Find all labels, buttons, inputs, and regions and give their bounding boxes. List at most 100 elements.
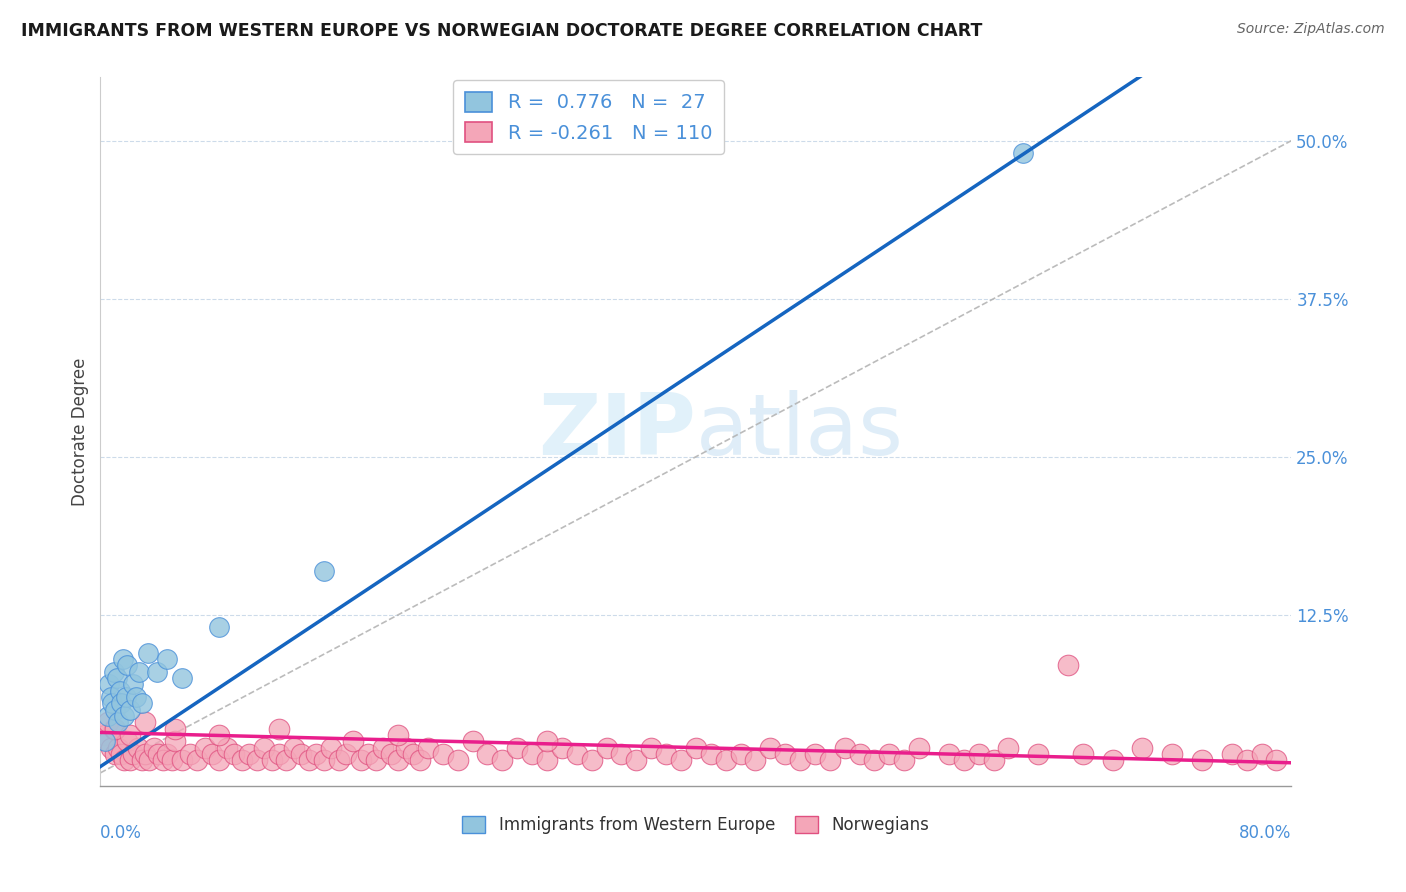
Point <box>136 646 159 660</box>
Point <box>335 747 357 761</box>
Point <box>536 753 558 767</box>
Point <box>104 722 127 736</box>
Point <box>610 747 633 761</box>
Point <box>446 753 468 767</box>
Text: ZIP: ZIP <box>538 390 696 473</box>
Point <box>908 740 931 755</box>
Point <box>953 753 976 767</box>
Point <box>94 734 117 748</box>
Point <box>1265 753 1288 767</box>
Point <box>626 753 648 767</box>
Point <box>699 747 721 761</box>
Point <box>160 753 183 767</box>
Point <box>122 747 145 761</box>
Point <box>714 753 737 767</box>
Point <box>967 747 990 761</box>
Point <box>215 740 238 755</box>
Point <box>138 753 160 767</box>
Point <box>387 728 409 742</box>
Point <box>146 665 169 679</box>
Point <box>402 747 425 761</box>
Point <box>208 620 231 634</box>
Point <box>172 671 194 685</box>
Point <box>120 753 142 767</box>
Point <box>134 715 156 730</box>
Point <box>253 740 276 755</box>
Point <box>848 747 870 761</box>
Point <box>131 753 153 767</box>
Point <box>201 747 224 761</box>
Point <box>224 747 246 761</box>
Point <box>290 747 312 761</box>
Point <box>491 753 513 767</box>
Point <box>120 703 142 717</box>
Point <box>115 658 138 673</box>
Point <box>730 747 752 761</box>
Point <box>387 753 409 767</box>
Point <box>997 740 1019 755</box>
Point <box>1071 747 1094 761</box>
Point <box>1161 747 1184 761</box>
Point <box>128 665 150 679</box>
Point <box>100 690 122 704</box>
Point <box>208 753 231 767</box>
Point <box>105 671 128 685</box>
Point <box>156 652 179 666</box>
Point <box>1132 740 1154 755</box>
Point <box>520 747 543 761</box>
Point <box>373 740 395 755</box>
Point <box>477 747 499 761</box>
Legend: Immigrants from Western Europe, Norwegians: Immigrants from Western Europe, Norwegia… <box>456 809 936 841</box>
Point <box>409 753 432 767</box>
Point <box>276 753 298 767</box>
Point <box>108 683 131 698</box>
Point <box>120 728 142 742</box>
Point <box>148 747 170 761</box>
Point <box>595 740 617 755</box>
Point <box>107 740 129 755</box>
Point <box>744 753 766 767</box>
Point <box>246 753 269 767</box>
Point <box>565 747 588 761</box>
Y-axis label: Doctorate Degree: Doctorate Degree <box>72 358 89 506</box>
Point <box>432 747 454 761</box>
Point <box>863 753 886 767</box>
Point <box>110 697 132 711</box>
Text: 80.0%: 80.0% <box>1239 824 1291 842</box>
Point <box>238 747 260 761</box>
Point <box>640 740 662 755</box>
Point <box>804 747 827 761</box>
Point <box>1220 747 1243 761</box>
Point <box>111 652 134 666</box>
Point <box>267 722 290 736</box>
Text: IMMIGRANTS FROM WESTERN EUROPE VS NORWEGIAN DOCTORATE DEGREE CORRELATION CHART: IMMIGRANTS FROM WESTERN EUROPE VS NORWEG… <box>21 22 983 40</box>
Point <box>131 697 153 711</box>
Point <box>818 753 841 767</box>
Point <box>364 753 387 767</box>
Point <box>112 753 135 767</box>
Point <box>305 747 328 761</box>
Point <box>893 753 915 767</box>
Point <box>107 715 129 730</box>
Point <box>103 665 125 679</box>
Point <box>260 753 283 767</box>
Point <box>94 728 117 742</box>
Point <box>142 740 165 755</box>
Point <box>156 747 179 761</box>
Point <box>669 753 692 767</box>
Point <box>1191 753 1213 767</box>
Point <box>97 709 120 723</box>
Point <box>328 753 350 767</box>
Text: 0.0%: 0.0% <box>100 824 142 842</box>
Point <box>163 722 186 736</box>
Point <box>298 753 321 767</box>
Point <box>98 677 121 691</box>
Point <box>312 753 335 767</box>
Point <box>416 740 439 755</box>
Point <box>350 753 373 767</box>
Point <box>208 728 231 742</box>
Point <box>319 740 342 755</box>
Point <box>103 722 125 736</box>
Point <box>879 747 901 761</box>
Point <box>134 747 156 761</box>
